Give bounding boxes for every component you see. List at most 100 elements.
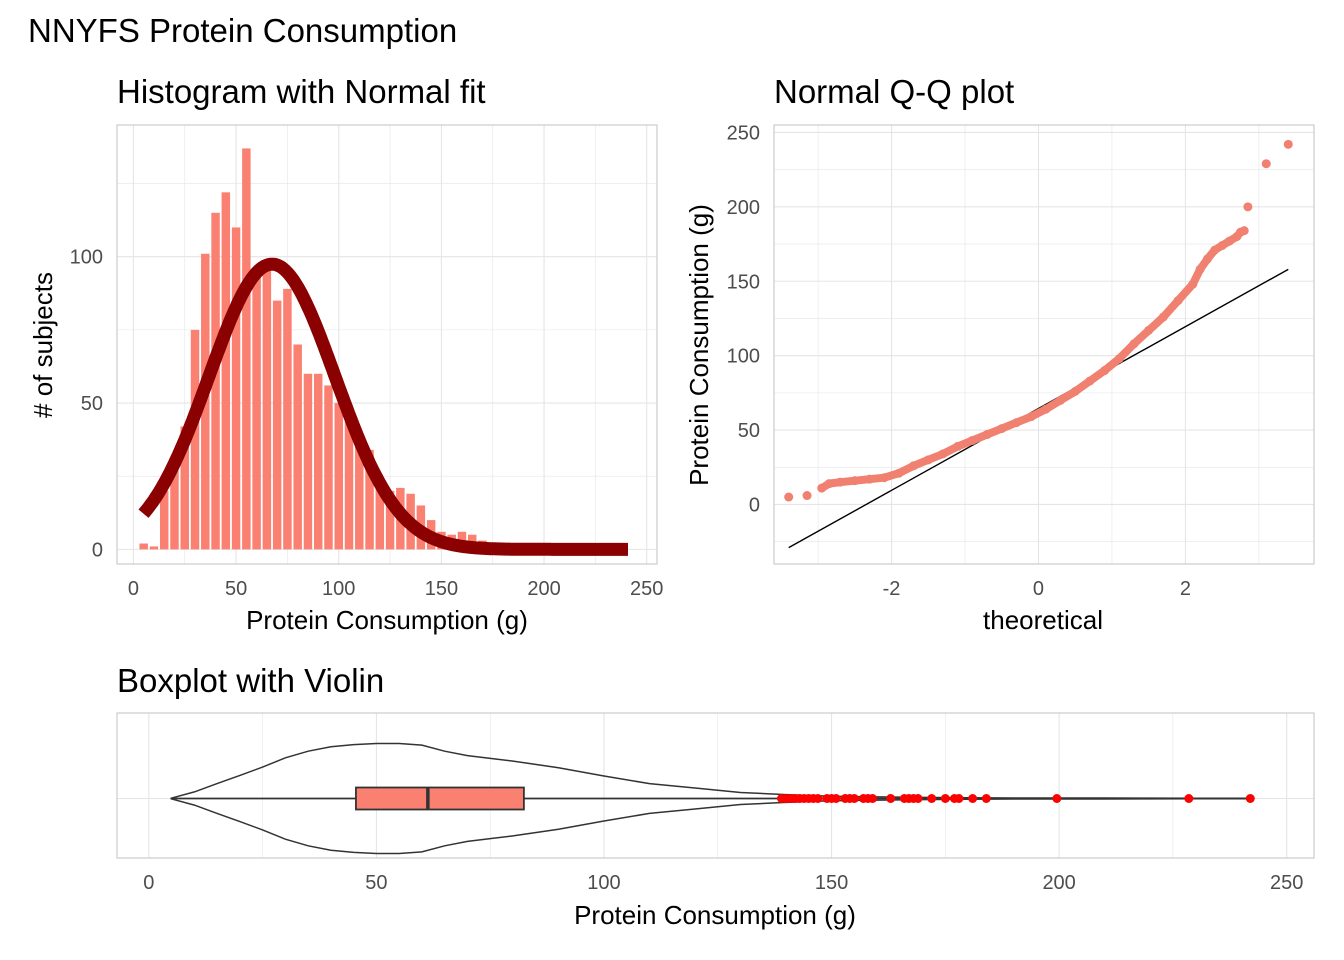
histogram-bar (313, 373, 323, 550)
histogram-bar (385, 490, 395, 550)
boxplot-box (355, 786, 525, 811)
boxplot-x-tick-label: 200 (1042, 872, 1075, 894)
qq-y-tick-label: 0 (749, 494, 760, 516)
histogram-bar (231, 227, 241, 550)
qq-point (1144, 325, 1154, 335)
boxplot-outlier-point (968, 794, 978, 803)
histogram-bar (190, 329, 200, 550)
qq-point (1070, 386, 1080, 396)
boxplot-x-tick-label: 100 (587, 872, 620, 894)
histogram-y-axis-title: # of subjects (28, 272, 58, 418)
qq-point (879, 473, 889, 483)
qq-panel: Normal Q-Q plot -2 0 2 0 50 100 150 200 250 theo… (684, 73, 1315, 635)
histogram-bar (355, 444, 364, 550)
histogram-bar (344, 417, 354, 550)
qq-y-tick-label: 150 (727, 271, 760, 293)
boxplot-outlier-point (1184, 794, 1194, 803)
qq-point (824, 479, 834, 489)
qq-point (967, 435, 977, 445)
histogram-bar (293, 344, 302, 550)
histogram-bar (365, 449, 374, 550)
histogram-bar (139, 543, 148, 550)
qq-point (1173, 296, 1183, 306)
qq-point (997, 424, 1007, 434)
histogram-bar (242, 148, 251, 550)
qq-point (894, 468, 904, 478)
qq-point (982, 430, 992, 440)
qq-point (1225, 236, 1235, 246)
qq-x-tick-label: 2 (1180, 578, 1191, 600)
boxplot-outlier-point (913, 794, 923, 803)
histogram-bar (170, 470, 179, 550)
histogram-bar (180, 426, 189, 550)
boxplot-outlier-point (1052, 794, 1062, 803)
boxplot-x-tick-label: 150 (815, 872, 848, 894)
qq-title: Normal Q-Q plot (774, 73, 1014, 110)
qq-x-tick-label: 0 (1033, 578, 1044, 600)
histogram-bars (139, 148, 549, 550)
histogram-bar (211, 212, 220, 550)
boxplot-x-tick-label: 250 (1270, 872, 1303, 894)
qq-point (1243, 202, 1253, 212)
histogram-bar (283, 288, 292, 550)
qq-point (1056, 395, 1066, 405)
histogram-bar (262, 265, 272, 550)
normal-fit-curve (138, 257, 633, 556)
histogram-bar (272, 300, 282, 550)
qq-y-tick-label: 100 (727, 346, 760, 368)
histogram-x-tick-label: 200 (527, 578, 560, 600)
qq-point (1158, 312, 1168, 322)
boxplot-title: Boxplot with Violin (117, 662, 384, 699)
histogram-panel-border (116, 124, 658, 565)
qq-point (1195, 264, 1205, 274)
qq-point (1261, 159, 1271, 169)
qq-panel-border (773, 124, 1315, 565)
figure-title: NNYFS Protein Consumption (28, 12, 457, 49)
qq-point (835, 477, 845, 487)
histogram-x-tick-label: 150 (425, 578, 458, 600)
boxplot-panel: Boxplot with Violin 0 50 100 150 200 250 Prot… (116, 662, 1315, 930)
qq-point (1202, 254, 1212, 264)
qq-point (953, 441, 963, 451)
qq-y-tick-label: 200 (727, 197, 760, 219)
qq-point (938, 449, 948, 459)
boxplot-outlier-point (981, 794, 991, 803)
boxplot-outlier-point (831, 794, 841, 803)
qq-point (817, 483, 827, 493)
qq-point (1114, 354, 1124, 364)
qq-point (1217, 241, 1227, 251)
qq-y-axis-title: Protein Consumption (g) (684, 204, 714, 486)
histogram-bar (159, 490, 169, 550)
boxplot-outlier-point (940, 794, 950, 803)
qq-point (784, 492, 794, 502)
qq-point (865, 474, 875, 484)
histogram-bar (375, 482, 385, 550)
boxplot-outlier-point (868, 794, 878, 803)
histogram-bar (252, 271, 261, 550)
qq-point (1026, 412, 1036, 422)
histogram-x-tick-label: 0 (128, 578, 139, 600)
qq-x-tick-label: -2 (883, 578, 901, 600)
histogram-title: Histogram with Normal fit (117, 73, 486, 110)
qq-point (1085, 376, 1095, 386)
qq-point (1210, 245, 1220, 255)
boxplot-outliers (776, 794, 1255, 803)
boxplot-x-tick-label: 50 (365, 872, 387, 894)
histogram-x-tick-label: 50 (225, 578, 247, 600)
qq-y-tick-label: 250 (727, 122, 760, 144)
qq-point (1239, 226, 1249, 236)
qq-point (1011, 418, 1021, 428)
histogram-y-tick-label: 100 (70, 247, 103, 269)
histogram-x-tick-label: 100 (322, 578, 355, 600)
qq-point (850, 476, 860, 486)
boxplot-x-axis-title: Protein Consumption (g) (574, 900, 856, 930)
boxplot-tick-labels: 0 50 100 150 200 250 (143, 872, 1303, 894)
qq-tick-labels: -2 0 2 0 50 100 150 200 250 (727, 122, 1191, 600)
boxplot-outlier-point (927, 794, 937, 803)
qq-x-axis-title: theoretical (983, 605, 1103, 635)
histogram-bar (303, 373, 313, 550)
boxplot-panel-border (116, 712, 1315, 859)
boxplot-outlier-point (954, 794, 964, 803)
histogram-y-tick-label: 0 (92, 539, 103, 561)
